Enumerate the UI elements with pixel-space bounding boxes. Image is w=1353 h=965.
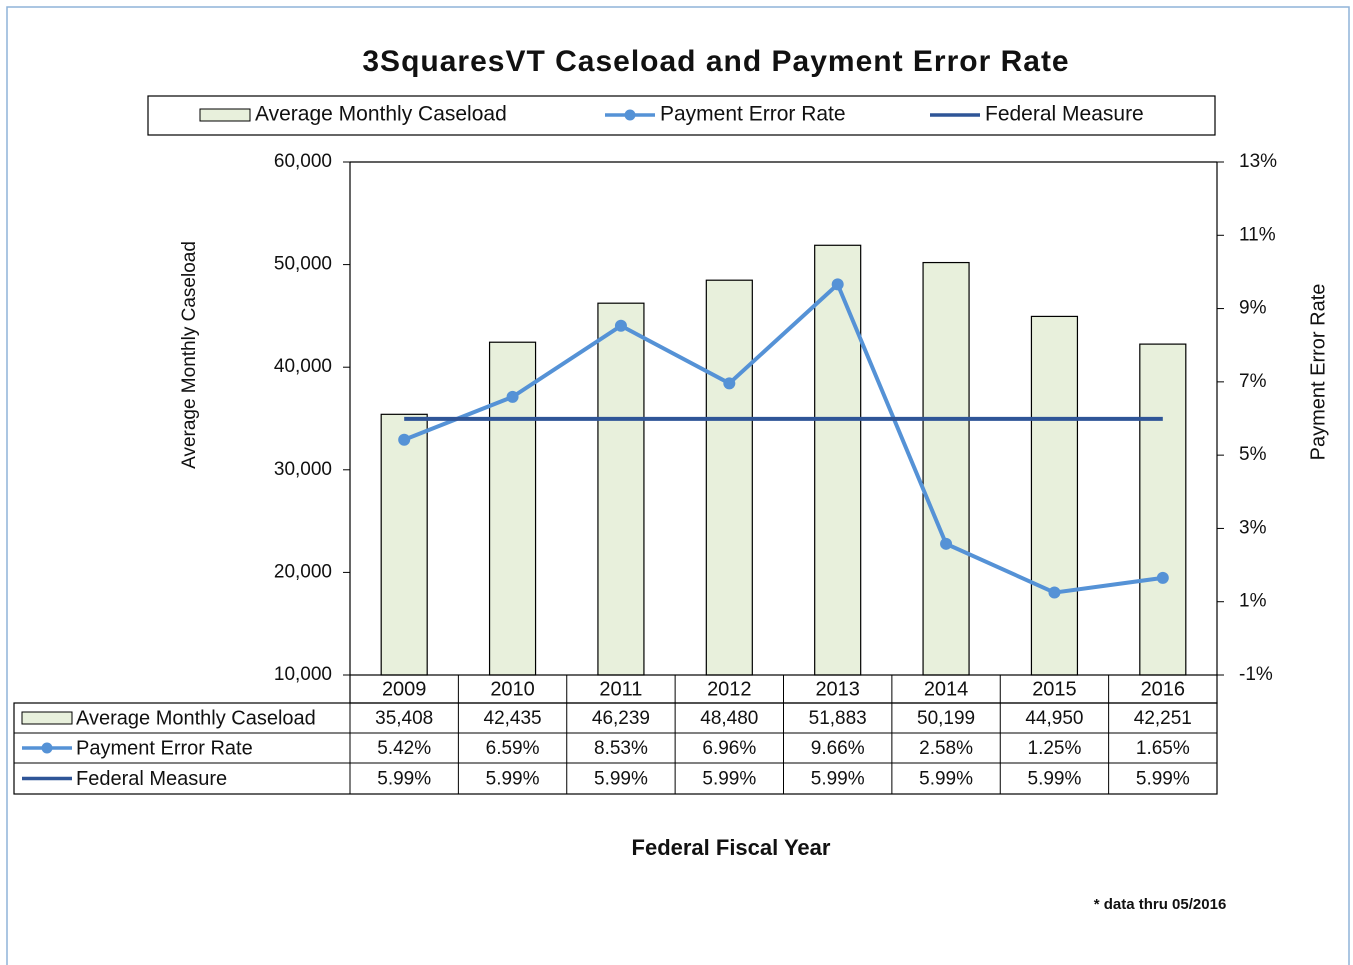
y2-tick-label: 1% [1239, 591, 1267, 612]
marker [723, 377, 736, 390]
note: * data thru 05/2016 [1094, 896, 1227, 913]
table-cell: 1.65% [1136, 738, 1190, 759]
bar [597, 302, 645, 676]
y-tick-label: 50,000 [274, 254, 332, 275]
bar [380, 413, 428, 676]
y-tick-label: 20,000 [274, 561, 332, 582]
y-tick-label: 60,000 [274, 151, 332, 172]
table-row-label: Federal Measure [76, 768, 227, 790]
x-axis-title: Federal Fiscal Year [632, 835, 831, 860]
bar [814, 244, 862, 676]
table-row-label: Payment Error Rate [76, 737, 253, 759]
y-tick-label: 10,000 [274, 664, 332, 685]
table-cell: 35,408 [375, 708, 433, 729]
x-tick-label: 2016 [1141, 678, 1186, 700]
marker [398, 433, 411, 446]
bar [1030, 315, 1079, 676]
legend-marker [41, 742, 53, 754]
table-cell: 5.99% [702, 769, 756, 790]
x-tick-label: 2013 [815, 678, 860, 700]
y2-tick-label: 5% [1239, 444, 1267, 465]
table-cell: 5.99% [594, 769, 648, 790]
table-cell: 5.99% [1028, 769, 1082, 790]
marker [831, 278, 844, 291]
marker [1048, 586, 1061, 599]
line [403, 280, 1164, 595]
table-cell: 48,480 [700, 708, 758, 729]
legend-label: Average Monthly Caseload [255, 103, 507, 126]
table-cell: 1.25% [1028, 738, 1082, 759]
table-cell: 5.99% [486, 769, 540, 790]
legend-swatch [21, 711, 73, 725]
x-tick-label: 2009 [382, 678, 427, 700]
x-tick-label: 2014 [924, 678, 969, 700]
y2-tick-label: 13% [1239, 151, 1277, 172]
table-cell: 42,435 [484, 708, 542, 729]
table-cell: 6.59% [486, 738, 540, 759]
y2-tick-label: -1% [1239, 664, 1273, 685]
table-row-label: Average Monthly Caseload [76, 707, 316, 729]
legend-label: Payment Error Rate [660, 103, 846, 126]
table-cell: 5.42% [377, 738, 431, 759]
bar [922, 261, 970, 676]
y2-tick-label: 9% [1239, 298, 1267, 319]
legend-swatch [199, 108, 251, 122]
frame [6, 6, 1350, 965]
table-cell: 5.99% [1136, 769, 1190, 790]
legend-marker [624, 109, 636, 121]
table-cell: 5.99% [811, 769, 865, 790]
chart-title: 3SquaresVT Caseload and Payment Error Ra… [362, 45, 1069, 78]
y2-tick-label: 7% [1239, 371, 1267, 392]
table-cell: 50,199 [917, 708, 975, 729]
y-tick-label: 40,000 [274, 356, 332, 377]
table-cell: 9.66% [811, 738, 865, 759]
x-tick-label: 2015 [1032, 678, 1077, 700]
table-cell: 2.58% [919, 738, 973, 759]
bar [1139, 343, 1187, 676]
table-cell: 44,950 [1025, 708, 1083, 729]
table-cell: 6.96% [702, 738, 756, 759]
y-axis-title: Average Monthly Caseload [179, 241, 200, 469]
legend-label: Federal Measure [985, 103, 1144, 126]
legend [147, 95, 1216, 136]
marker [940, 537, 953, 550]
bar [705, 279, 753, 676]
table-cell: 46,239 [592, 708, 650, 729]
x-tick-label: 2012 [707, 678, 752, 700]
x-tick-label: 2010 [490, 678, 535, 700]
y2-axis-title: Payment Error Rate [1307, 284, 1329, 461]
x-tick-label: 2011 [599, 678, 642, 700]
table-cell: 42,251 [1134, 708, 1192, 729]
table-cell: 51,883 [809, 708, 867, 729]
table-cell: 5.99% [377, 769, 431, 790]
y-tick-label: 30,000 [274, 459, 332, 480]
marker [506, 390, 519, 403]
marker [1156, 571, 1169, 584]
y2-tick-label: 3% [1239, 517, 1267, 538]
table-cell: 5.99% [919, 769, 973, 790]
y2-tick-label: 11% [1239, 224, 1276, 245]
table-cell: 8.53% [594, 738, 648, 759]
marker [614, 319, 627, 332]
